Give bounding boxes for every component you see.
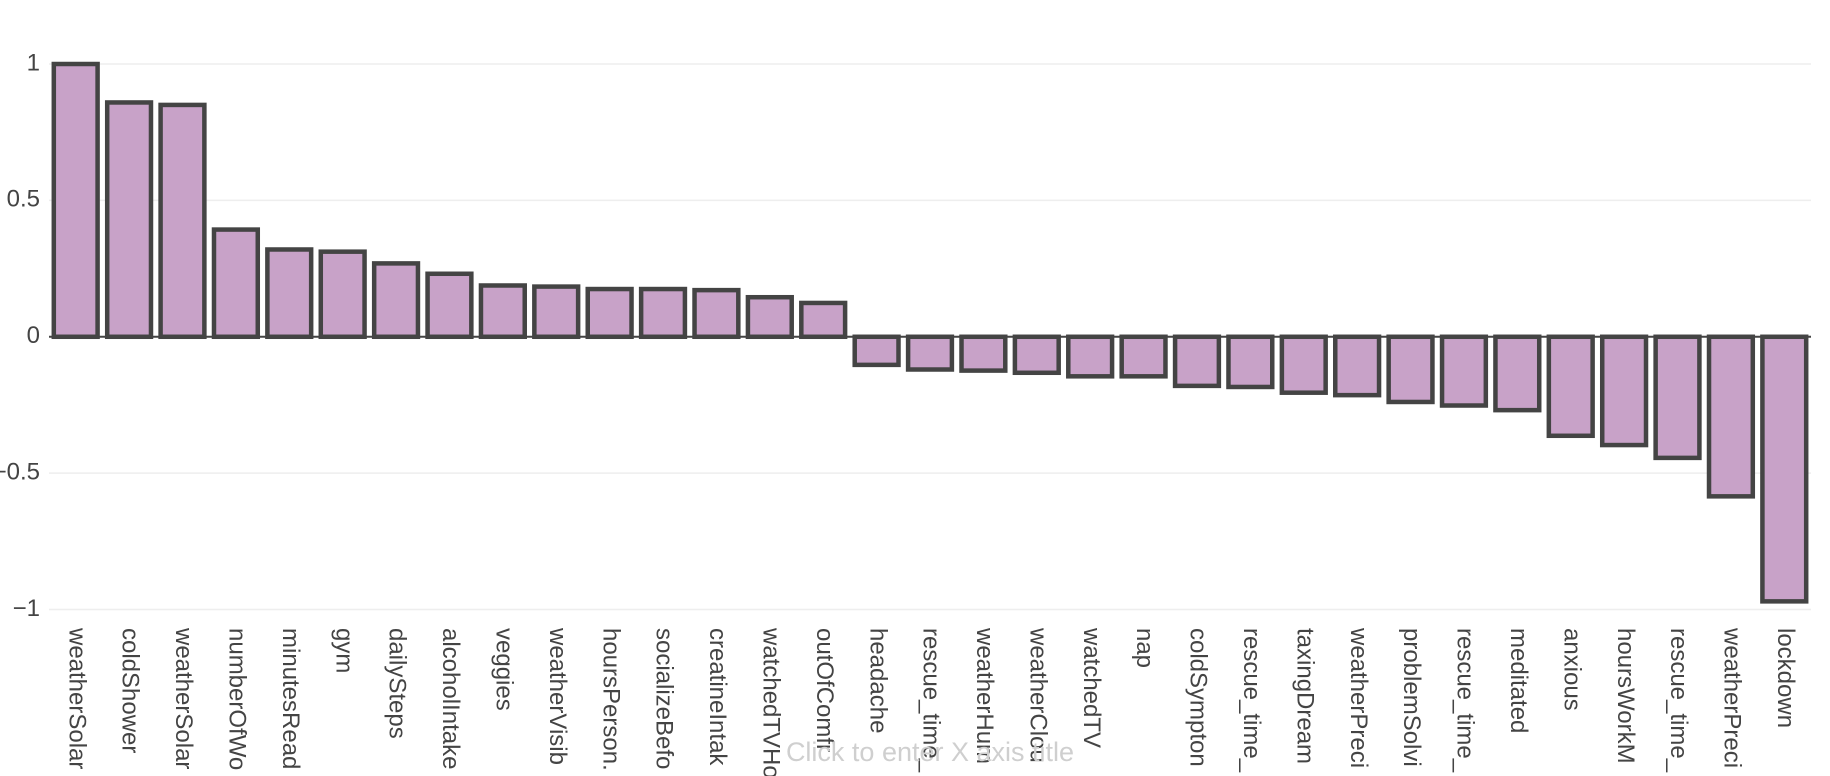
bar <box>211 227 261 340</box>
bar <box>158 102 207 340</box>
bar <box>265 247 314 340</box>
x-tick-label: problemSolvi <box>1398 628 1425 767</box>
bar <box>1172 334 1222 389</box>
x-tick-label: rescue_time_ <box>1665 628 1692 773</box>
bar <box>478 283 527 340</box>
bar <box>1493 334 1542 413</box>
y-tick-label: −1 <box>13 595 40 622</box>
x-tick-label: watchedTV <box>1078 627 1105 748</box>
bar <box>905 334 955 372</box>
bar <box>532 284 581 340</box>
bar <box>1012 334 1061 376</box>
x-tick-label: minutesRead <box>277 628 304 769</box>
x-tick-label: hoursWorkM <box>1612 628 1639 764</box>
bar <box>1653 334 1702 461</box>
y-tick-label: 0.5 <box>7 186 40 213</box>
bar <box>51 61 100 340</box>
x-tick-label: creatineIntak <box>704 628 731 766</box>
x-axis-title-placeholder[interactable]: Click to enter X axis title <box>786 737 1074 767</box>
x-tick-label: coldSympton <box>1185 628 1212 767</box>
x-tick-label: socializeBefo <box>651 628 678 769</box>
bar <box>104 100 154 340</box>
x-tick-label: hoursPerson. <box>597 628 624 771</box>
y-tick-label: 0 <box>27 322 40 349</box>
x-tick-label: weatherClou <box>1024 627 1051 763</box>
bar <box>371 261 421 340</box>
x-tick-label: taxingDream <box>1291 628 1318 764</box>
bar <box>1760 334 1809 604</box>
x-tick-label: gym <box>330 628 357 673</box>
y-tick-label: 1 <box>27 49 40 76</box>
bar <box>1386 334 1435 405</box>
x-tick-label: weatherPreci <box>1345 627 1372 768</box>
x-tick-label: outOfComfr <box>811 628 838 752</box>
bar <box>1226 334 1275 390</box>
bar <box>1439 334 1489 408</box>
x-tick-label: meditated <box>1505 628 1532 733</box>
x-tick-label: weatherPreci <box>1719 627 1746 768</box>
x-tick-label: coldShower <box>117 628 144 753</box>
x-tick-label: weatherSolar <box>170 627 197 769</box>
x-tick-label: rescue_time_ <box>1452 628 1479 773</box>
x-tick-label: dailySteps <box>384 628 411 739</box>
bar <box>1546 334 1595 439</box>
bar <box>1599 334 1649 448</box>
x-tick-label: nap <box>1131 628 1158 668</box>
bar <box>585 286 634 340</box>
bar <box>799 300 848 340</box>
bar <box>425 271 474 340</box>
bar <box>318 249 367 340</box>
bar <box>1119 334 1168 379</box>
x-tick-label: rescue_time_ <box>918 628 945 773</box>
x-tick-label: alcoholIntake <box>437 628 464 769</box>
bar <box>1706 334 1756 499</box>
bar <box>638 286 688 340</box>
x-tick-label: rescue_time_ <box>1238 628 1265 773</box>
bar <box>959 334 1008 373</box>
x-tick-label: watchedTVHo <box>757 627 784 776</box>
x-tick-label: numberOfWo <box>224 628 251 770</box>
x-tick-label: weatherSolar <box>63 627 90 769</box>
x-tick-label: headache <box>864 628 891 733</box>
x-tick-label: lockdown <box>1772 628 1799 728</box>
y-tick-label: −0.5 <box>0 459 40 486</box>
bar <box>692 287 741 340</box>
x-tick-label: weatherVisib <box>544 627 571 765</box>
bar <box>1333 334 1382 398</box>
bar <box>852 334 901 368</box>
x-tick-label: anxious <box>1558 628 1585 711</box>
x-tick-label: veggies <box>491 628 518 711</box>
x-tick-label: weatherHum <box>971 627 998 764</box>
bar <box>1279 334 1328 395</box>
bar <box>745 294 794 340</box>
bar <box>1066 334 1115 379</box>
